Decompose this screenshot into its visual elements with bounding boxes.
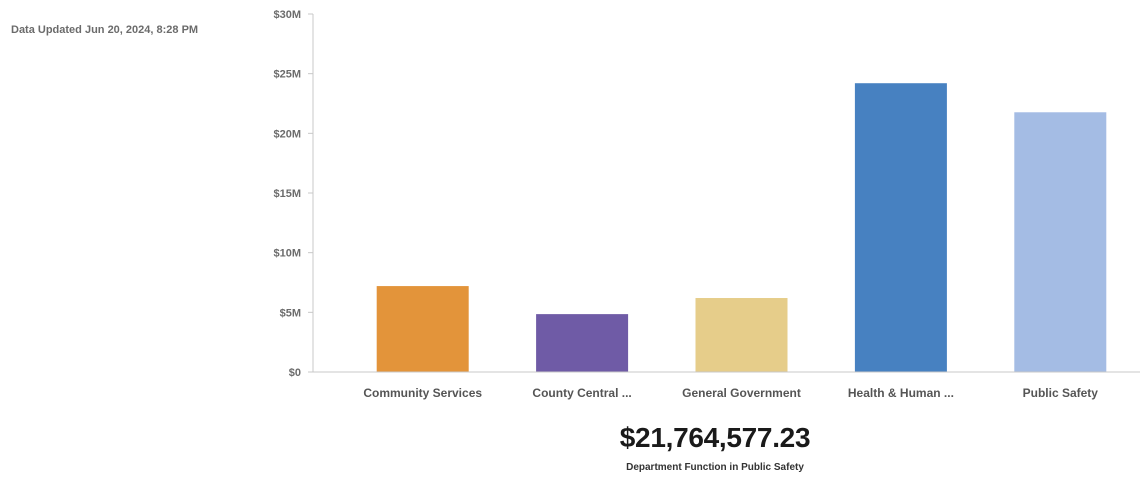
- bar[interactable]: [1014, 112, 1107, 372]
- data-updated-label: Data Updated Jun 20, 2024, 8:28 PM: [11, 24, 199, 36]
- bar[interactable]: [854, 83, 947, 373]
- summary-value: $21,764,577.23: [619, 422, 811, 453]
- bar-chart: $0 $5M $10M $15M $20M $25M $30M Community Serv…: [273, 9, 1140, 400]
- summary-caption: Department Function in Public Safety: [626, 462, 804, 473]
- bar[interactable]: [695, 298, 788, 372]
- bar[interactable]: [376, 286, 469, 372]
- y-tick-label: $0: [289, 367, 301, 379]
- x-category-label: County Central ...: [532, 386, 631, 400]
- x-category-label: General Government: [682, 386, 801, 400]
- bar[interactable]: [536, 314, 629, 372]
- y-tick-label: $15M: [273, 188, 301, 200]
- y-tick-label: $20M: [273, 128, 301, 140]
- y-tick-label: $30M: [273, 9, 301, 21]
- x-axis: Community Services County Central ... Gene…: [313, 371, 1140, 400]
- x-category-label: Public Safety: [1023, 386, 1099, 400]
- x-category-label: Health & Human ...: [848, 386, 954, 400]
- y-tick-label: $5M: [280, 307, 301, 319]
- x-category-label: Community Services: [363, 386, 482, 400]
- y-tick-label: $10M: [273, 248, 301, 260]
- bars-group: [376, 83, 1107, 373]
- y-axis: $0 $5M $10M $15M $20M $25M $30M: [273, 9, 314, 379]
- y-tick-label: $25M: [273, 69, 301, 81]
